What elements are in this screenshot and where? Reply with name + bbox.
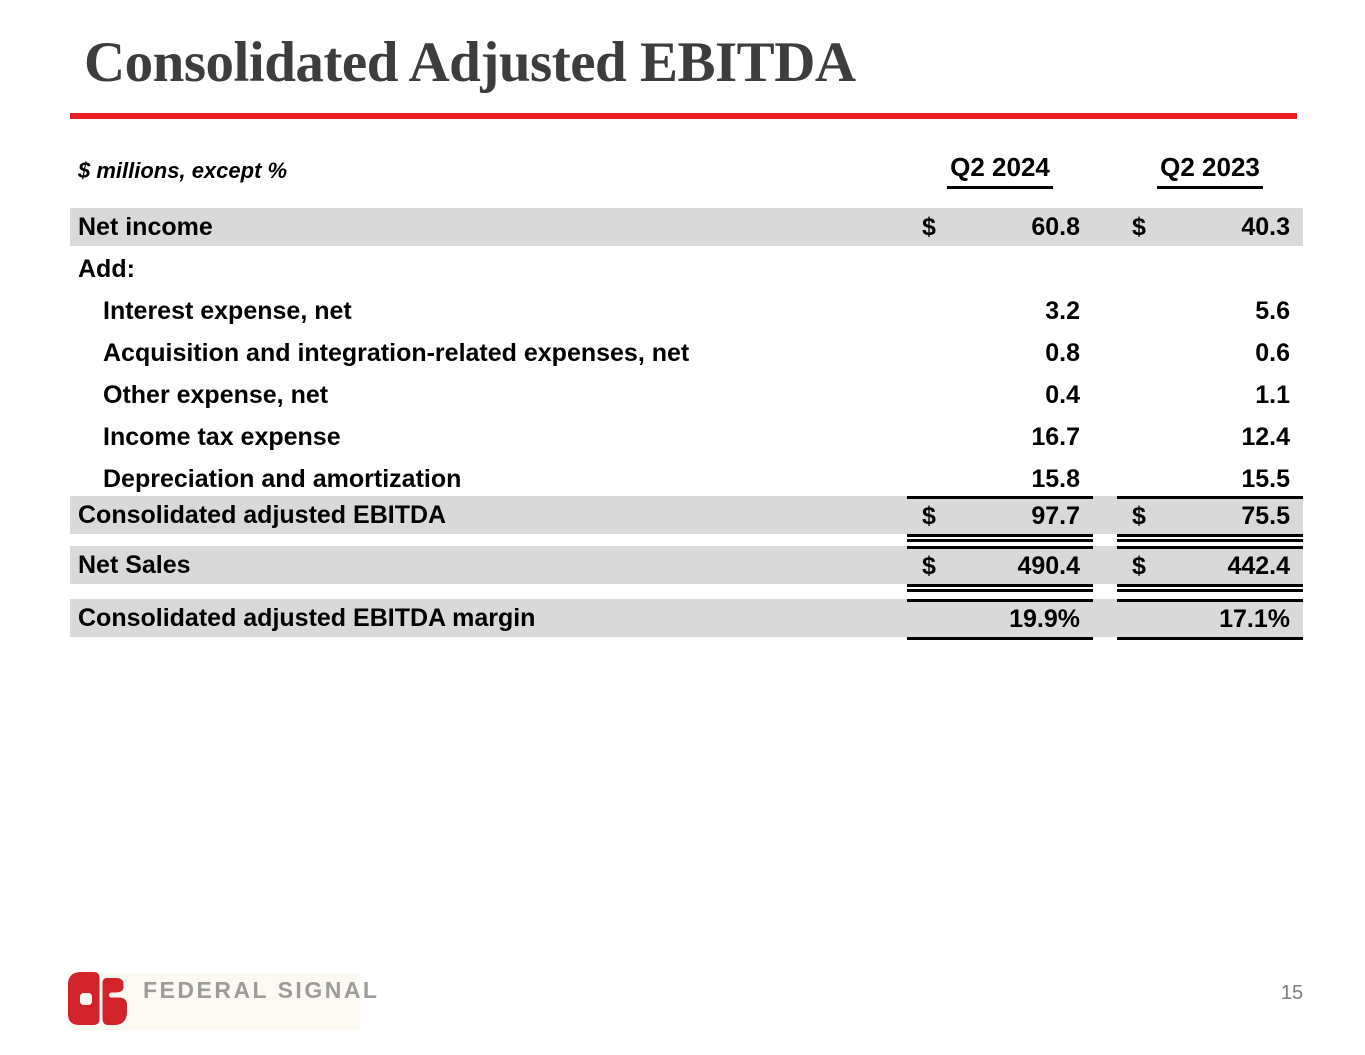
value-cell-q2-2023: 0.6 [1117,334,1303,372]
federal-signal-logo-icon [68,972,127,1025]
cell-value: 3.2 [1045,296,1080,325]
table-row: Income tax expense 16.7 12.4 [70,418,1303,456]
column-header-q2-2024: Q2 2024 [907,152,1093,189]
row-label: Net income [78,212,213,241]
row-label: Interest expense, net [103,296,352,325]
table-row: Net Sales $ 490.4 $ 442.4 [70,546,1303,592]
value-cell-q2-2024: $ 60.8 [907,208,1093,246]
column-gap [1093,496,1117,534]
value-cell-q2-2024: 0.8 [907,334,1093,372]
cell-value: 17.1% [1219,605,1290,633]
cell-value: 5.6 [1255,296,1290,325]
cell-value: 0.6 [1255,338,1290,367]
column-gap [1093,599,1117,637]
cell-value: 15.5 [1241,464,1290,493]
row-label: Acquisition and integration-related expe… [103,338,690,367]
column-gap [1093,460,1117,498]
currency-symbol: $ [1132,502,1146,530]
page-number: 15 [1280,982,1304,1004]
column-gap [1093,334,1117,372]
currency-symbol: $ [1132,212,1146,241]
value-cell-q2-2024: $ 97.7 [907,496,1093,542]
value-cell-q2-2023: 15.5 [1117,460,1303,498]
value-cell-q2-2024: 15.8 [907,460,1093,498]
value-cell-q2-2024: 16.7 [907,418,1093,456]
cell-value: 60.8 [1031,212,1080,241]
table-row: Consolidated adjusted EBITDA margin 19.9… [70,599,1303,640]
table-row: Add: [70,250,1303,288]
column-header-q2-2023: Q2 2023 [1117,152,1303,189]
column-gap [1093,208,1117,246]
table-row: Consolidated adjusted EBITDA $ 97.7 $ 75… [70,496,1303,542]
currency-symbol: $ [1132,552,1146,580]
row-label: Consolidated adjusted EBITDA [78,500,447,529]
page-title: Consolidated Adjusted EBITDA [84,31,856,94]
cell-value: 16.7 [1031,422,1080,451]
cell-value: 442.4 [1227,552,1290,580]
logo-wordmark: FEDERAL SIGNAL [143,977,380,1003]
column-header-label: Q2 2024 [947,152,1053,189]
cell-value: 97.7 [1031,502,1080,530]
column-gap [1093,376,1117,414]
cell-value: 75.5 [1241,502,1290,530]
value-cell-q2-2024: 3.2 [907,292,1093,330]
row-label: Add: [78,254,135,283]
value-cell-q2-2023: 1.1 [1117,376,1303,414]
row-label: Income tax expense [103,422,341,451]
currency-symbol: $ [922,552,936,580]
cell-value: 40.3 [1241,212,1290,241]
cell-value: 15.8 [1031,464,1080,493]
value-cell-q2-2023: 17.1% [1117,599,1303,640]
cell-value: 0.4 [1045,380,1080,409]
value-cell-q2-2023: $ 40.3 [1117,208,1303,246]
cell-value: 0.8 [1045,338,1080,367]
column-gap [1093,546,1117,584]
table-row: Net income $ 60.8 $ 40.3 [70,208,1303,246]
column-gap [1093,418,1117,456]
column-header-label: Q2 2023 [1157,152,1263,189]
row-label: Consolidated adjusted EBITDA margin [78,603,536,632]
value-cell-q2-2023: 5.6 [1117,292,1303,330]
value-cell-q2-2023: 12.4 [1117,418,1303,456]
value-cell-q2-2024: 19.9% [907,599,1093,640]
table-row: Other expense, net 0.4 1.1 [70,376,1303,414]
table-row: Acquisition and integration-related expe… [70,334,1303,372]
cell-value: 490.4 [1017,552,1080,580]
row-label: Other expense, net [103,380,329,409]
row-label: Depreciation and amortization [103,464,462,493]
cell-value: 19.9% [1009,605,1080,633]
value-cell-q2-2024 [907,250,1093,288]
column-gap [1093,292,1117,330]
currency-symbol: $ [922,212,936,241]
value-cell-q2-2024: $ 490.4 [907,546,1093,592]
currency-symbol: $ [922,502,936,530]
column-gap [1093,250,1117,288]
value-cell-q2-2023: $ 75.5 [1117,496,1303,542]
unit-note: $ millions, except % [78,158,288,183]
value-cell-q2-2023 [1117,250,1303,288]
table-row: Interest expense, net 3.2 5.6 [70,292,1303,330]
cell-value: 1.1 [1255,380,1290,409]
table-row: Depreciation and amortization 15.8 15.5 [70,460,1303,498]
ebitda-table: Net income $ 60.8 $ 40.3 Add: Interest e… [70,208,1303,641]
title-divider [70,113,1297,119]
value-cell-q2-2024: 0.4 [907,376,1093,414]
value-cell-q2-2023: $ 442.4 [1117,546,1303,592]
row-label: Net Sales [78,550,191,579]
cell-value: 12.4 [1241,422,1290,451]
